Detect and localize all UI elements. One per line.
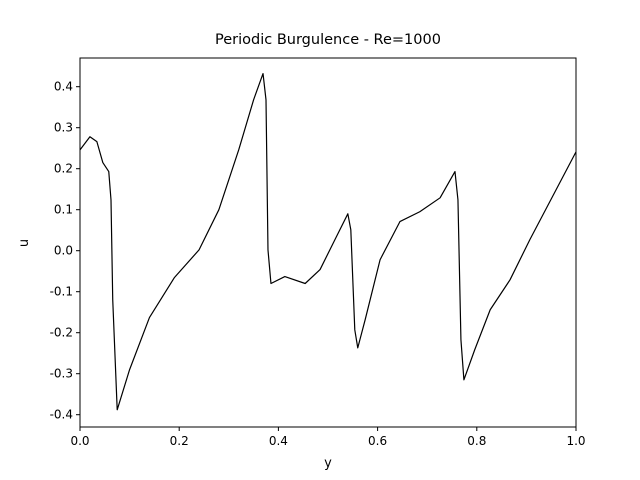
- y-tick-label: -0.3: [50, 367, 73, 381]
- y-tick-label: 0.0: [54, 244, 73, 258]
- x-tick-label: 1.0: [566, 434, 585, 448]
- y-tick-label: -0.1: [50, 285, 73, 299]
- y-tick-label: 0.1: [54, 203, 73, 217]
- y-tick-label: -0.4: [50, 408, 73, 422]
- y-tick-label: -0.2: [50, 326, 73, 340]
- x-tick-label: 0.2: [170, 434, 189, 448]
- x-tick-label: 0.8: [467, 434, 486, 448]
- line-series: [79, 72, 577, 411]
- y-axis-label: u: [17, 239, 32, 247]
- x-tick-label: 0.6: [368, 434, 387, 448]
- y-tick-label: 0.3: [54, 121, 73, 135]
- x-tick-label: 0.4: [269, 434, 288, 448]
- x-axis-label: y: [324, 456, 332, 471]
- y-tick-label: 0.2: [54, 162, 73, 176]
- x-tick-label: 0.0: [70, 434, 89, 448]
- plot-frame: [79, 57, 577, 428]
- chart-title: Periodic Burgulence - Re=1000: [215, 32, 441, 48]
- y-tick-label: 0.4: [54, 80, 73, 94]
